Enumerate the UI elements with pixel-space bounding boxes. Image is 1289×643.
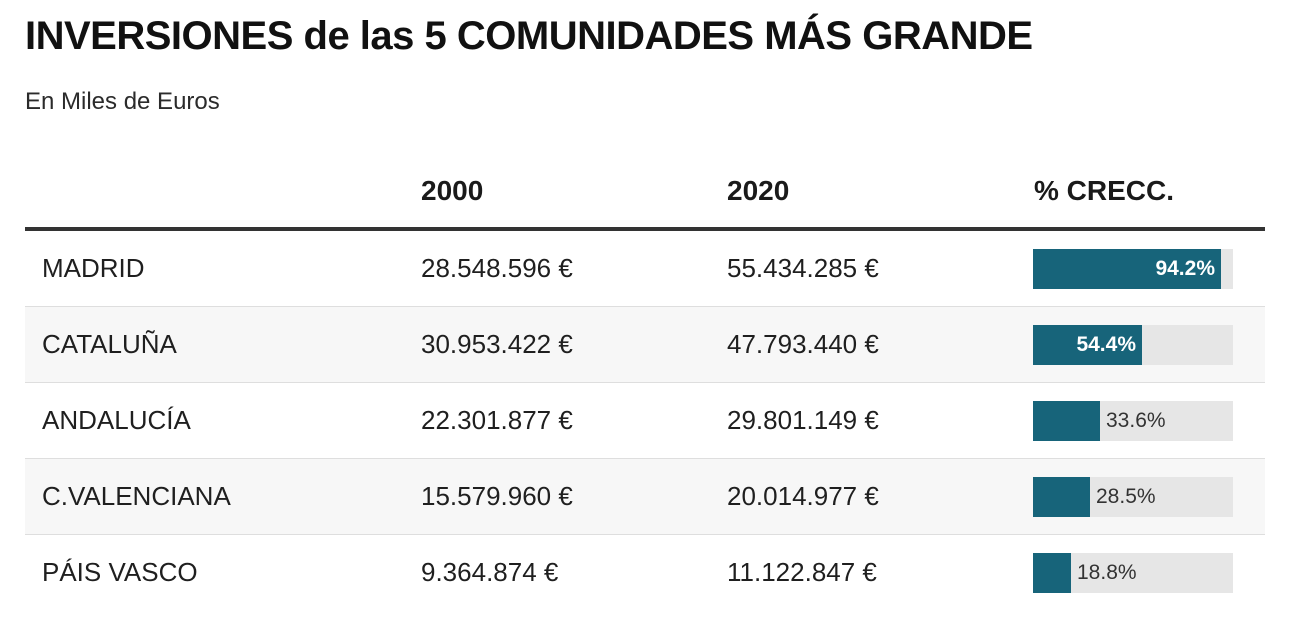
chart-title: INVERSIONES de las 5 COMUNIDADES MÁS GRA… [25,14,1033,58]
growth-bar [1033,325,1142,365]
column-header-growth: % CRECC. [1034,175,1175,206]
table-body: MADRID 28.548.596 € 55.434.285 € 94.2% CATAL… [25,231,1265,610]
value-2020-cell: 20.014.977 € [727,481,879,511]
region-cell: CATALUÑA [42,329,177,359]
growth-bar [1033,553,1071,593]
growth-bar [1033,249,1221,289]
growth-bar-track: 33.6% [1033,401,1233,441]
growth-label: 54.4% [1076,333,1136,356]
region-cell: C.VALENCIANA [42,481,231,511]
value-2000-cell: 30.953.422 € [421,329,573,359]
column-header-2020: 2020 [727,175,790,206]
value-2000-cell: 22.301.877 € [421,405,573,435]
value-2020-cell: 55.434.285 € [727,253,879,283]
value-2020-cell: 11.122.847 € [727,557,877,587]
chart-subtitle: En Miles de Euros [25,88,220,115]
value-2000-cell: 28.548.596 € [421,253,573,283]
value-2020-cell: 47.793.440 € [727,329,879,359]
growth-bar-track: 18.8% [1033,553,1233,593]
region-cell: MADRID [42,253,145,283]
table-row: CATALUÑA 30.953.422 € 47.793.440 € 54.4% [25,307,1265,383]
value-2000-cell: 15.579.960 € [421,481,573,511]
table-row: PÁIS VASCO 9.364.874 € 11.122.847 € 18.8% [25,535,1265,610]
data-table: 2000 2020 % CRECC. MADRID 28.548.596 € 55.… [25,155,1265,610]
region-cell: ANDALUCÍA [42,405,191,435]
growth-bar-track: 28.5% [1033,477,1233,517]
growth-label: 28.5% [1096,485,1156,508]
value-2020-cell: 29.801.149 € [727,405,879,435]
table-row: C.VALENCIANA 15.579.960 € 20.014.977 € 28.5… [25,459,1265,535]
table-header: 2000 2020 % CRECC. [25,155,1265,231]
growth-label: 94.2% [1155,257,1215,280]
growth-bar-track: 54.4% [1033,325,1233,365]
region-cell: PÁIS VASCO [42,557,198,587]
growth-bar-track: 94.2% [1033,249,1233,289]
column-header-2000: 2000 [421,175,484,206]
growth-label: 18.8% [1077,561,1137,584]
growth-bar [1033,477,1090,517]
value-2000-cell: 9.364.874 € [421,557,559,587]
table-row: MADRID 28.548.596 € 55.434.285 € 94.2% [25,231,1265,307]
growth-bar [1033,401,1100,441]
growth-label: 33.6% [1106,409,1166,432]
table-row: ANDALUCÍA 22.301.877 € 29.801.149 € 33.6% [25,383,1265,459]
